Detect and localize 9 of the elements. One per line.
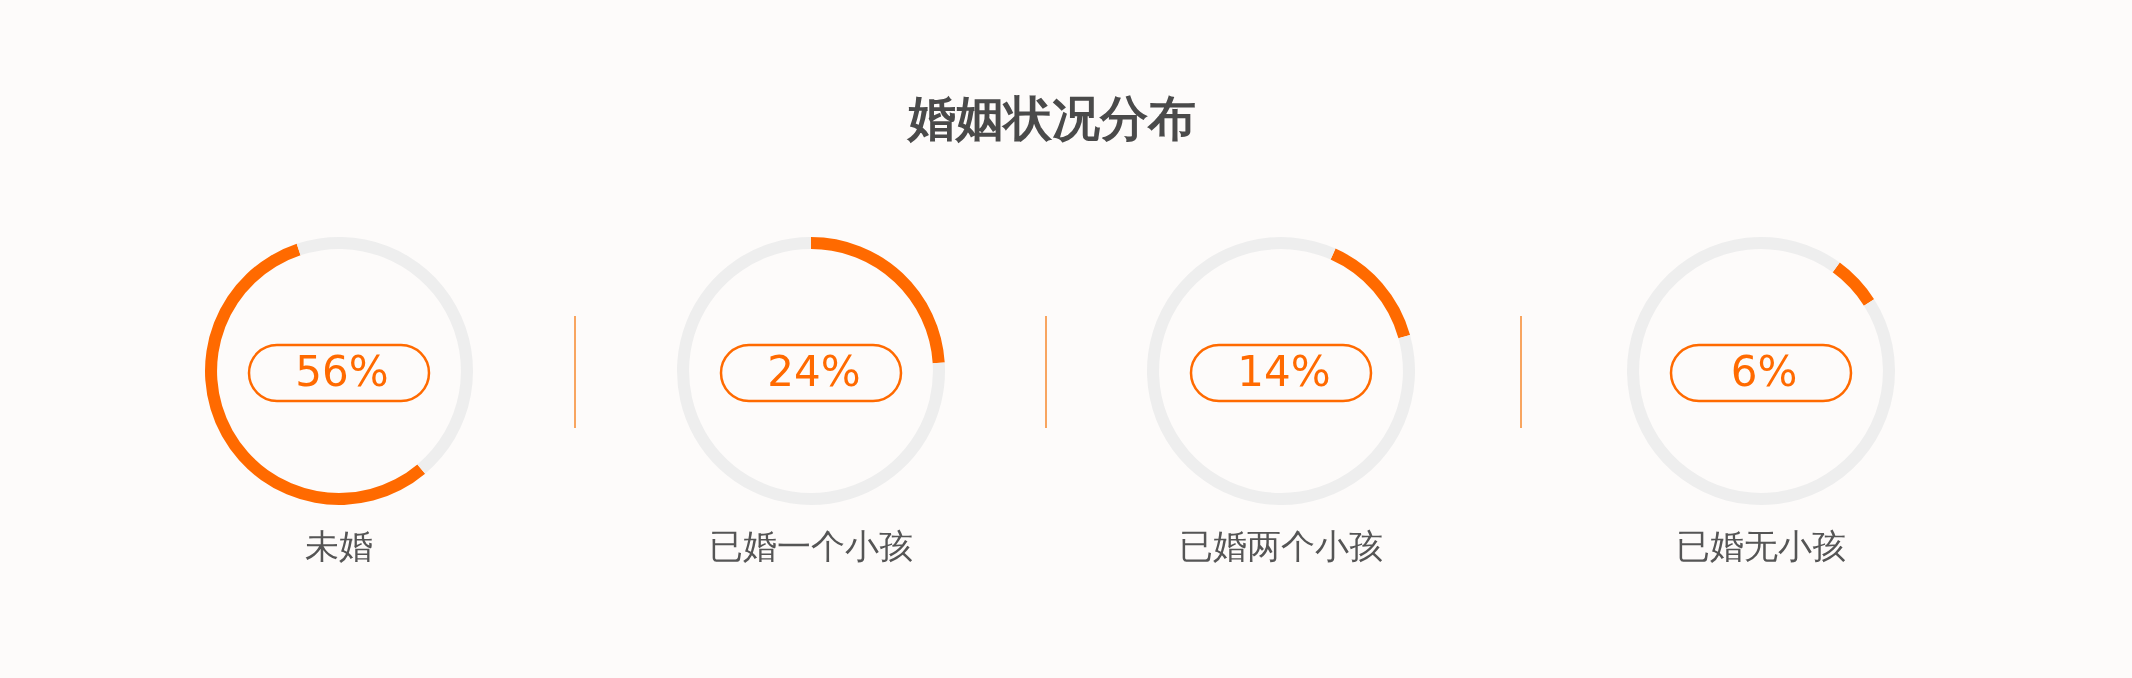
text: 6% (1730, 346, 1798, 396)
text: 未婚 (305, 525, 373, 566)
text: 56% (295, 346, 389, 396)
text: 已婚两个小孩 (1179, 525, 1383, 566)
text: 婚姻状况分布 (908, 89, 1196, 148)
text: 已婚无小孩 (1676, 525, 1846, 566)
text: 已婚一个小孩 (709, 525, 913, 566)
text: 14% (1237, 346, 1331, 396)
text: 24% (767, 346, 861, 396)
